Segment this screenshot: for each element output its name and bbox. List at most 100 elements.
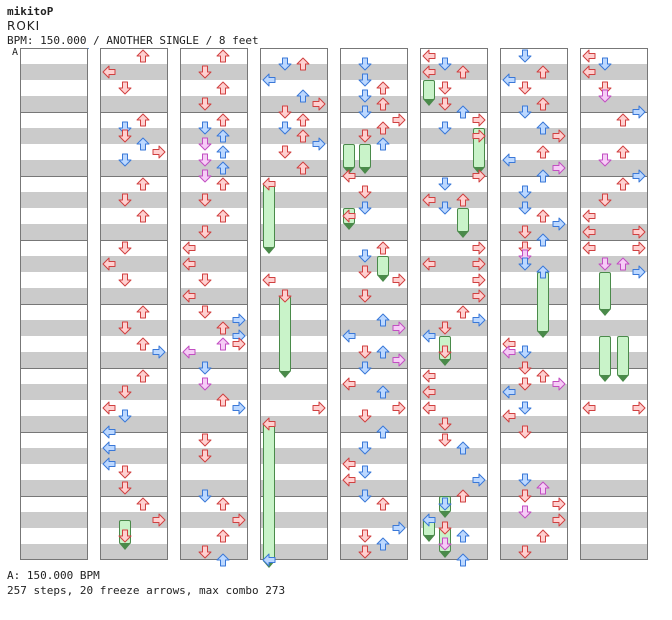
up-arrow-icon	[536, 65, 550, 79]
beat-band	[500, 512, 568, 528]
beat-band	[180, 256, 248, 272]
left-arrow-icon	[502, 385, 516, 399]
beat-band	[20, 192, 88, 208]
down-arrow-icon	[598, 153, 612, 167]
freeze-arrow	[599, 336, 611, 382]
measure-line	[340, 559, 408, 560]
beat-band	[260, 320, 328, 336]
up-arrow-icon	[296, 89, 310, 103]
down-arrow-icon	[518, 473, 532, 487]
measure-line	[180, 112, 248, 113]
beat-band	[580, 512, 648, 528]
right-arrow-icon	[392, 273, 406, 287]
left-arrow-icon	[342, 329, 356, 343]
beat-band	[340, 288, 408, 304]
measure-line	[420, 559, 488, 560]
measure-line	[340, 368, 408, 369]
left-arrow-icon	[262, 417, 276, 431]
left-arrow-icon	[422, 49, 436, 63]
measure-line	[20, 368, 88, 369]
beat-band	[420, 544, 488, 560]
beat-band	[260, 512, 328, 528]
up-arrow-icon	[456, 193, 470, 207]
up-arrow-icon	[136, 305, 150, 319]
measure-line	[500, 48, 568, 49]
up-arrow-icon	[616, 257, 630, 271]
beat-band	[420, 416, 488, 432]
beat-band	[20, 416, 88, 432]
down-arrow-icon	[518, 505, 532, 519]
chart-column	[180, 48, 248, 567]
beat-band	[20, 96, 88, 112]
measure-line	[180, 559, 248, 560]
up-arrow-icon	[456, 489, 470, 503]
left-arrow-icon	[422, 193, 436, 207]
down-arrow-icon	[518, 49, 532, 63]
measure-line	[20, 304, 88, 305]
measure-line	[20, 559, 88, 560]
beat-band	[20, 480, 88, 496]
measure-line	[340, 240, 408, 241]
right-arrow-icon	[232, 513, 246, 527]
down-arrow-icon	[438, 497, 452, 511]
down-arrow-icon	[198, 153, 212, 167]
down-arrow-icon	[438, 121, 452, 135]
right-arrow-icon	[632, 105, 646, 119]
down-arrow-icon	[358, 89, 372, 103]
up-arrow-icon	[616, 113, 630, 127]
down-arrow-icon	[198, 305, 212, 319]
left-arrow-icon	[102, 457, 116, 471]
beat-band	[180, 512, 248, 528]
up-arrow-icon	[456, 65, 470, 79]
beat-band	[340, 160, 408, 176]
up-arrow-icon	[536, 265, 550, 279]
beat-band	[100, 480, 168, 496]
beat-band	[260, 288, 328, 304]
beat-band	[340, 416, 408, 432]
freeze-arrow	[377, 256, 389, 282]
left-arrow-icon	[102, 441, 116, 455]
down-arrow-icon	[118, 81, 132, 95]
beat-band	[180, 544, 248, 560]
beat-band	[420, 448, 488, 464]
down-arrow-icon	[358, 73, 372, 87]
right-arrow-icon	[552, 217, 566, 231]
freeze-arrow	[537, 272, 549, 338]
up-arrow-icon	[536, 145, 550, 159]
beat-band	[20, 352, 88, 368]
measure-line	[580, 176, 648, 177]
chart-column	[500, 48, 568, 560]
column-edge	[487, 48, 488, 560]
right-arrow-icon	[312, 137, 326, 151]
measure-line	[180, 368, 248, 369]
down-arrow-icon	[438, 433, 452, 447]
beat-band	[260, 224, 328, 240]
column-edge	[167, 48, 168, 560]
measure-line	[580, 559, 648, 560]
up-arrow-icon	[376, 425, 390, 439]
down-arrow-icon	[358, 57, 372, 71]
down-arrow-icon	[358, 265, 372, 279]
down-arrow-icon	[118, 465, 132, 479]
down-arrow-icon	[518, 345, 532, 359]
beat-band	[420, 64, 488, 80]
beat-band	[340, 96, 408, 112]
right-arrow-icon	[552, 161, 566, 175]
down-arrow-icon	[438, 177, 452, 191]
up-arrow-icon	[216, 553, 230, 567]
down-arrow-icon	[118, 273, 132, 287]
up-arrow-icon	[216, 337, 230, 351]
right-arrow-icon	[552, 497, 566, 511]
beat-band	[500, 224, 568, 240]
right-arrow-icon	[392, 113, 406, 127]
beat-band	[420, 384, 488, 400]
up-arrow-icon	[216, 49, 230, 63]
beat-band	[260, 416, 328, 432]
beat-band	[500, 128, 568, 144]
up-arrow-icon	[376, 121, 390, 135]
measure-line	[420, 304, 488, 305]
right-arrow-icon	[312, 97, 326, 111]
up-arrow-icon	[456, 441, 470, 455]
beat-band	[500, 416, 568, 432]
left-arrow-icon	[102, 425, 116, 439]
